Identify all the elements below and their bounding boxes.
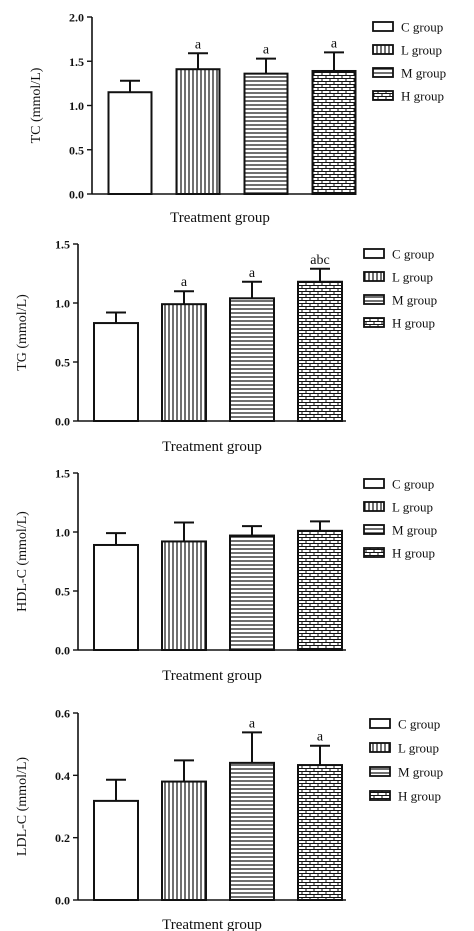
legend: C group L group M group H group xyxy=(363,247,437,331)
chart-panel-1: 0.0 0.5 1.0 1.5 2.0 TC (mmol/L) Treatment grou… xyxy=(29,11,446,227)
legend: C group L group M group H group xyxy=(363,477,437,561)
significance-label: abc xyxy=(310,253,329,268)
legend-swatch xyxy=(372,21,394,32)
legend: C group L group M group H group xyxy=(372,20,446,104)
y-tick-label: 1.5 xyxy=(69,55,84,69)
y-tick-label: 1.0 xyxy=(55,526,70,540)
bar-m-group xyxy=(229,297,275,422)
bar-c-group xyxy=(107,91,153,195)
legend-label: M group xyxy=(392,523,437,538)
legend-swatch xyxy=(363,317,385,328)
chart-panels: 0.0 0.5 1.0 1.5 2.0 TC (mmol/L) Treatment grou… xyxy=(15,11,446,931)
bar-l-group xyxy=(161,540,207,651)
chart-panel-3: 0.0 0.5 1.0 1.5 HDL-C (mmol/L) Treatment grou… xyxy=(15,467,437,685)
legend-label: C group xyxy=(401,20,443,35)
legend-swatch xyxy=(372,90,394,101)
legend-swatch xyxy=(369,766,391,777)
legend-swatch xyxy=(363,294,385,305)
legend-label: C group xyxy=(392,477,434,492)
y-tick-label: 0.0 xyxy=(55,415,70,429)
bar-c-group xyxy=(93,799,139,902)
x-axis-label: Treatment group xyxy=(162,439,262,455)
y-tick-label: 0.4 xyxy=(55,769,70,783)
legend-label: L group xyxy=(392,270,433,285)
y-tick-label: 0.0 xyxy=(69,188,84,202)
bar-m-group xyxy=(243,72,289,195)
y-tick-label: 1.0 xyxy=(55,297,70,311)
significance-label: a xyxy=(195,37,202,52)
x-axis-label: Treatment group xyxy=(162,917,262,931)
y-axis-label: TG (mmol/L) xyxy=(15,294,30,371)
legend-label: L group xyxy=(398,741,439,756)
x-axis-label: Treatment group xyxy=(162,668,262,684)
y-tick-label: 1.5 xyxy=(55,238,70,252)
legend-label: M group xyxy=(398,765,443,780)
y-axis-label: LDL-C (mmol/L) xyxy=(15,757,30,856)
legend-swatch xyxy=(369,718,391,729)
legend-swatch xyxy=(363,547,385,558)
legend-swatch xyxy=(363,478,385,489)
legend-label: H group xyxy=(392,316,435,331)
y-tick-label: 2.0 xyxy=(69,11,84,25)
bar-l-group xyxy=(175,68,221,195)
legend-label: L group xyxy=(401,43,442,58)
legend: C group L group M group H group xyxy=(369,717,443,804)
bar-l-group xyxy=(161,780,207,901)
y-tick-label: 0.5 xyxy=(55,356,70,370)
legend-label: L group xyxy=(392,500,433,515)
bar-h-group xyxy=(297,280,343,423)
bar-h-group xyxy=(311,69,357,195)
significance-label: a xyxy=(317,730,324,745)
bar-h-group xyxy=(297,764,343,901)
bar-l-group xyxy=(161,303,207,422)
legend-label: M group xyxy=(401,66,446,81)
legend-label: C group xyxy=(392,247,434,262)
legend-swatch xyxy=(363,248,385,259)
bar-h-group xyxy=(297,529,343,652)
legend-swatch xyxy=(369,790,391,801)
legend-swatch xyxy=(363,501,385,512)
x-axis-label: Treatment group xyxy=(170,210,270,226)
legend-label: H group xyxy=(392,546,435,561)
y-axis-label: TC (mmol/L) xyxy=(29,67,44,143)
bar-m-group xyxy=(229,534,275,651)
legend-label: H group xyxy=(398,789,441,804)
legend-swatch xyxy=(363,524,385,535)
significance-label: a xyxy=(249,716,256,731)
y-tick-label: 0.6 xyxy=(55,707,70,721)
legend-label: C group xyxy=(398,717,440,732)
bar-m-group xyxy=(229,761,275,901)
significance-label: a xyxy=(331,36,338,51)
y-tick-label: 1.5 xyxy=(55,467,70,481)
y-tick-label: 0.5 xyxy=(55,585,70,599)
significance-label: a xyxy=(249,266,256,281)
legend-label: M group xyxy=(392,293,437,308)
y-tick-label: 0.5 xyxy=(69,143,84,157)
legend-label: H group xyxy=(401,89,444,104)
bar-c-group xyxy=(93,322,139,422)
bar-c-group xyxy=(93,543,139,651)
y-tick-label: 0.2 xyxy=(55,831,70,845)
chart-panel-2: 0.0 0.5 1.0 1.5 TG (mmol/L) Treatment group a a… xyxy=(15,238,437,456)
legend-swatch xyxy=(372,44,394,55)
chart-panel-4: 0.0 0.2 0.4 0.6 LDL-C (mmol/L) Treatment grou… xyxy=(15,707,443,931)
y-axis-label: HDL-C (mmol/L) xyxy=(15,511,30,612)
legend-swatch xyxy=(372,67,394,78)
legend-swatch xyxy=(363,271,385,282)
y-tick-label: 0.0 xyxy=(55,894,70,908)
y-tick-label: 0.0 xyxy=(55,644,70,658)
significance-label: a xyxy=(263,43,270,58)
y-tick-label: 1.0 xyxy=(69,99,84,113)
significance-label: a xyxy=(181,275,188,290)
legend-swatch xyxy=(369,742,391,753)
